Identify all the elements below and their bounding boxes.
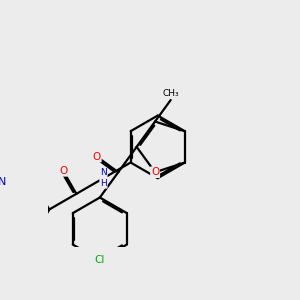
Text: CH₃: CH₃ (162, 88, 179, 98)
Text: O: O (59, 166, 67, 176)
Text: O: O (151, 167, 159, 177)
Text: O: O (93, 152, 101, 162)
Text: N: N (0, 177, 7, 188)
Text: N
H: N H (100, 169, 107, 188)
Text: Cl: Cl (95, 255, 105, 265)
